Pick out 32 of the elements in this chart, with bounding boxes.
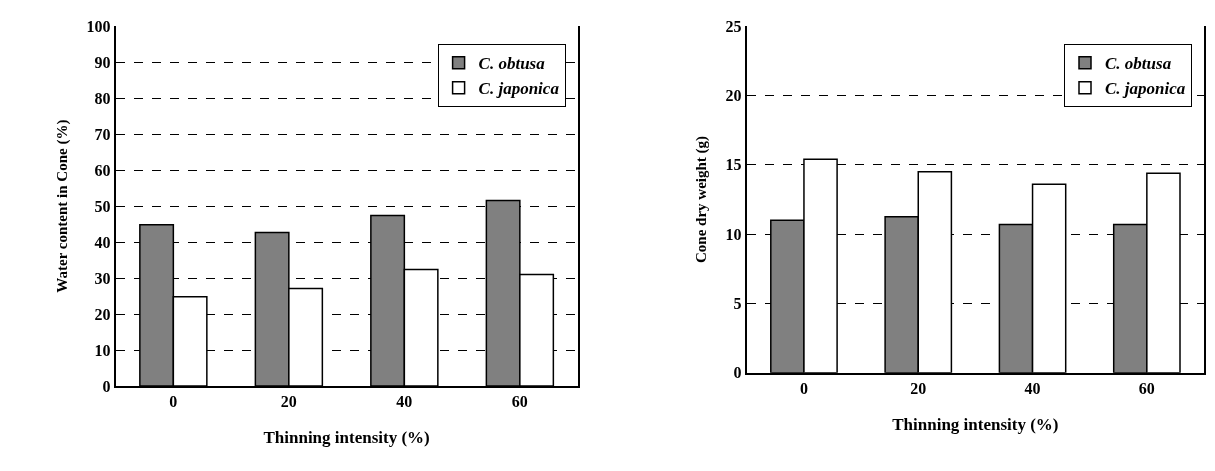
y-tick-label: 50 xyxy=(94,197,111,215)
y-tick-label: 0 xyxy=(733,364,742,382)
legend-label: C. obtusa xyxy=(478,54,546,74)
legend-label: C. japonica xyxy=(1105,79,1186,99)
y-tick-label: 20 xyxy=(725,87,742,105)
legend-label: C. japonica xyxy=(478,79,560,99)
x-axis-title: Thinning intensity (%) xyxy=(892,414,1059,434)
y-tick-label: 70 xyxy=(94,125,111,143)
y-axis-title: Cone dry weight (g) xyxy=(693,135,711,264)
y-tick-label: 25 xyxy=(725,17,742,35)
y-tick-label: 80 xyxy=(94,89,111,107)
y-tick-label: 10 xyxy=(725,225,742,243)
x-tick-label: 40 xyxy=(1024,379,1041,397)
x-tick-label: 60 xyxy=(1138,379,1155,397)
y-tick-label: 10 xyxy=(94,341,111,359)
y-tick-label: 40 xyxy=(94,233,111,251)
x-tick-label: 60 xyxy=(511,393,528,411)
y-tick-label: 5 xyxy=(733,294,742,312)
y-tick-label: 90 xyxy=(94,53,111,71)
x-tick-label: 20 xyxy=(910,379,927,397)
y-tick-label: 60 xyxy=(94,161,111,179)
x-tick-label: 0 xyxy=(169,393,178,411)
y-tick-label: 20 xyxy=(94,305,111,323)
x-axis-title: Thinning intensity (%) xyxy=(263,428,430,448)
legend-label: C. obtusa xyxy=(1105,54,1172,74)
y-tick-label: 15 xyxy=(725,156,742,174)
y-tick-label: 100 xyxy=(86,17,111,35)
x-tick-label: 40 xyxy=(396,393,413,411)
y-tick-label: 30 xyxy=(94,269,111,287)
y-axis-title: Water content in Cone (%) xyxy=(54,119,72,293)
x-tick-label: 0 xyxy=(799,379,808,397)
x-tick-label: 20 xyxy=(280,393,297,411)
